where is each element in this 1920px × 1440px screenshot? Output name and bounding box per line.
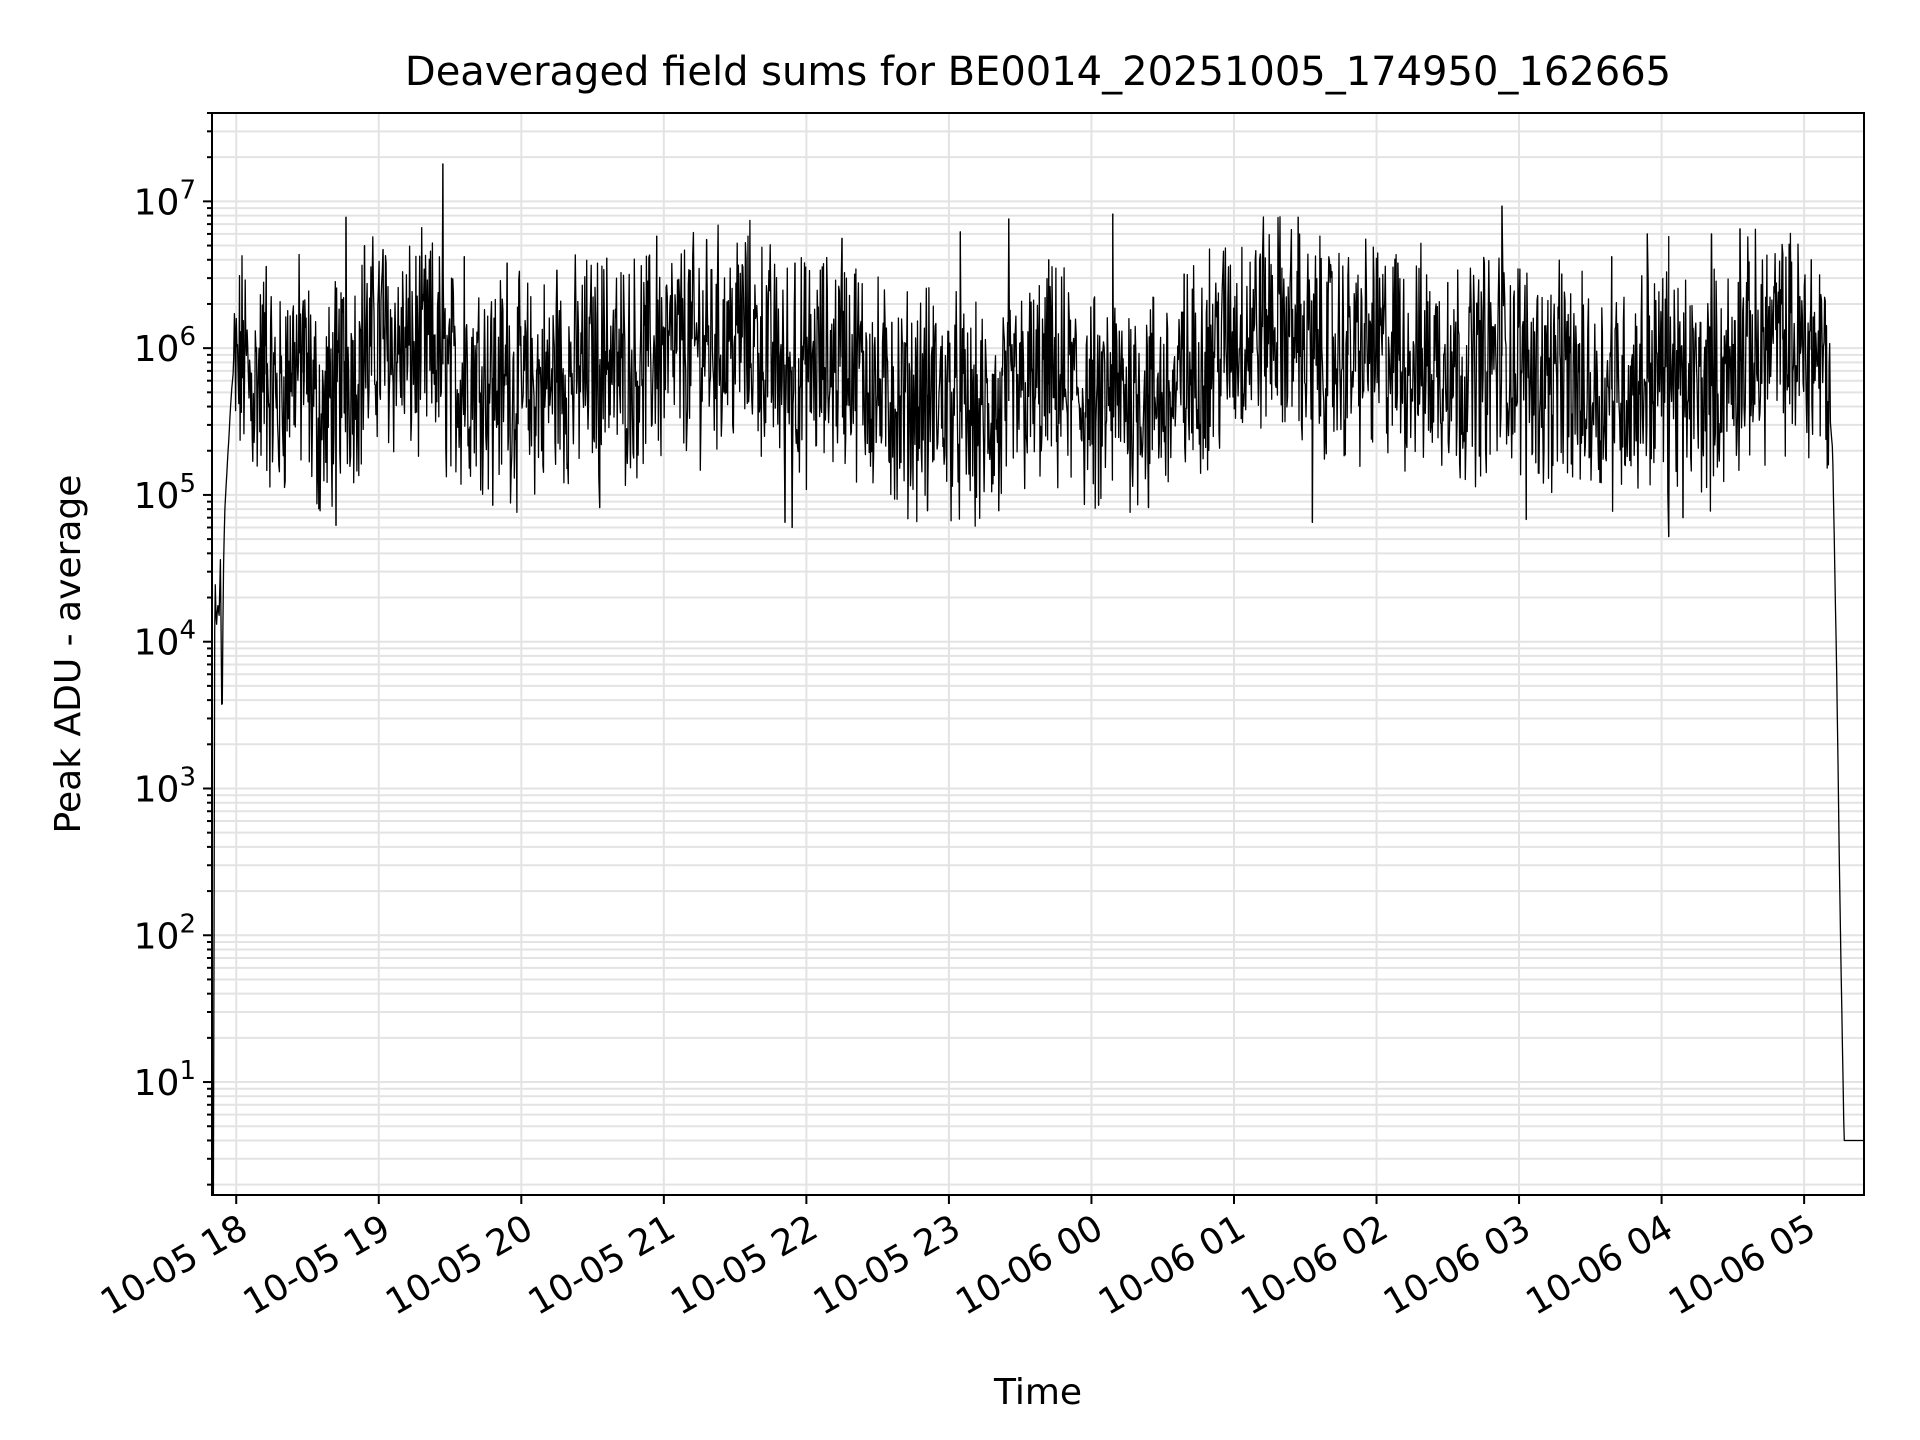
y-axis-label: Peak ADU - average	[48, 475, 89, 834]
y-tick-label-exponent: 5	[179, 469, 196, 499]
y-tick-label-exponent: 3	[179, 762, 196, 792]
y-tick-label-exponent: 6	[179, 322, 196, 352]
y-tick-label-exponent: 2	[179, 909, 196, 939]
plot-frame	[211, 112, 1865, 1196]
series-layer	[212, 163, 1865, 1196]
y-tick-label: 102	[134, 909, 196, 957]
y-tick-label-exponent: 1	[179, 1056, 196, 1086]
y-tick-label: 104	[134, 616, 196, 664]
y-tick-label-base: 10	[134, 623, 180, 664]
y-tick-label-base: 10	[134, 476, 180, 517]
y-tick-label: 107	[134, 175, 196, 223]
y-tick-label-base: 10	[134, 182, 180, 223]
y-tick-label: 105	[134, 469, 196, 517]
y-tick-label-base: 10	[134, 329, 180, 370]
x-axis-label: Time	[993, 1372, 1082, 1413]
y-tick-label-base: 10	[134, 916, 180, 957]
y-tick-label: 103	[134, 762, 196, 810]
y-tick-label: 106	[134, 322, 196, 370]
y-tick-label-base: 10	[134, 1063, 180, 1104]
y-tick-label-exponent: 7	[179, 175, 196, 205]
y-tick-label: 101	[134, 1056, 196, 1104]
y-tick-label-exponent: 4	[179, 616, 196, 646]
y-tick-label-base: 10	[134, 769, 180, 810]
series-line	[212, 163, 1865, 1196]
chart-title: Deaveraged field sums for BE0014_2025100…	[405, 49, 1671, 95]
